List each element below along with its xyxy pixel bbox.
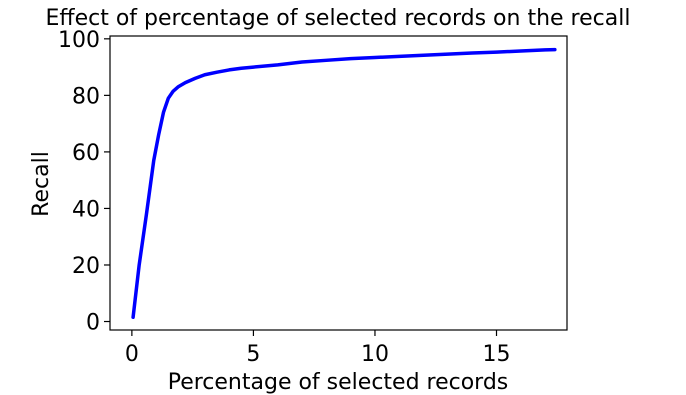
y-axis-label: Recall <box>29 151 54 217</box>
y-tick-label: 40 <box>72 197 100 222</box>
y-tick-label: 0 <box>86 311 100 336</box>
x-axis-ticks: 0 5 10 15 <box>125 330 511 367</box>
x-axis-label: Percentage of selected records <box>168 370 509 395</box>
y-axis-ticks: 0 20 40 60 80 100 <box>58 28 110 336</box>
plot-area-frame <box>109 35 568 331</box>
y-tick-label: 20 <box>72 254 100 279</box>
y-tick-label: 100 <box>58 28 100 53</box>
y-tick-label: 80 <box>72 84 100 109</box>
series-layer <box>131 47 557 320</box>
y-tick-label: 60 <box>72 141 100 166</box>
x-tick-label: 5 <box>246 342 260 367</box>
x-tick-label: 15 <box>483 342 511 367</box>
series-line-0 <box>131 47 557 320</box>
chart-title: Effect of percentage of selected records… <box>46 6 631 31</box>
x-tick-label: 0 <box>125 342 139 367</box>
x-tick-label: 10 <box>361 342 389 367</box>
